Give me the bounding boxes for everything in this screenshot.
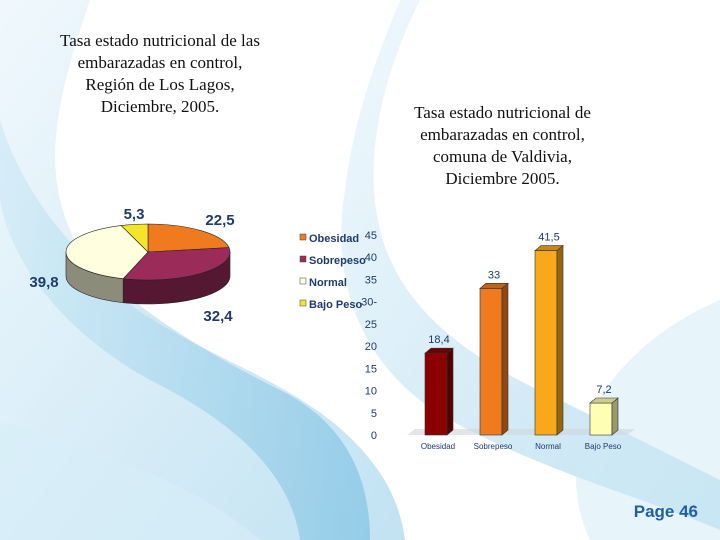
x-tick-label: Obesidad: [421, 442, 455, 451]
pie-legend-label: Obesidad: [309, 233, 359, 245]
pie-legend-label: Sobrepeso: [309, 255, 366, 267]
y-tick-label: 20: [365, 341, 377, 353]
bar-side: [501, 282, 509, 436]
y-tick-label: 25: [365, 319, 377, 331]
bar-chart-title: Tasa estado nutricional de embarazadas e…: [414, 103, 591, 188]
x-tick-label: Sobrepeso: [474, 442, 513, 451]
y-tick-label: 35: [365, 274, 377, 286]
pie-legend-swatch: [299, 255, 307, 263]
bar-normal: [534, 250, 558, 436]
y-tick-label: 45: [365, 230, 377, 242]
pie-chart-title: Tasa estado nutricional de las embarazad…: [60, 31, 260, 116]
bar-chart: 0 5 10 15 20 25 30- 35 40 45 18,4 Obesidad 33 Sobrepe…: [361, 230, 635, 451]
pie-legend-swatch: [299, 233, 307, 241]
bar-side: [556, 244, 564, 436]
bar-top: [479, 283, 509, 289]
pie-value-label: 22,5: [205, 212, 234, 229]
y-tick-label: 10: [365, 386, 377, 398]
bar-top: [534, 245, 564, 251]
bar-sobrepeso: [479, 288, 503, 436]
pie-slice-bajo-peso: [120, 223, 149, 253]
pie-slice-normal: [65, 225, 149, 279]
bar-value-label: 33: [488, 269, 500, 281]
bar-side: [611, 397, 619, 436]
x-tick-label: Bajo Peso: [585, 442, 622, 451]
pie-value-label: 32,4: [203, 308, 233, 325]
pie-legend-label: Normal: [309, 277, 347, 289]
bar-bajo-peso: [589, 402, 613, 436]
bar-top: [424, 347, 454, 354]
x-tick-label: Normal: [535, 442, 561, 451]
bar-value-label: 41,5: [538, 232, 559, 244]
bar-obesidad: [424, 352, 448, 436]
pie-value-label: 5,3: [124, 206, 145, 223]
y-tick-label: 15: [365, 363, 377, 375]
y-tick-label: 30-: [361, 297, 377, 309]
bar-top: [589, 397, 619, 404]
pie-slice-sobrepeso: [122, 247, 231, 281]
page-number: Page 46: [633, 502, 698, 521]
pie-slice-obesidad: [147, 223, 230, 253]
pie-value-label: 39,8: [30, 274, 59, 291]
y-tick-label: 5: [371, 408, 377, 420]
bar-side: [446, 347, 454, 436]
pie-legend-label: Bajo Peso: [309, 299, 362, 311]
bar-value-label: 18,4: [428, 334, 449, 346]
y-tick-label: 0: [371, 430, 377, 442]
pie-legend-swatch: [299, 299, 307, 307]
pie-chart: 22,5 32,4 39,8 5,3 Obesidad Sobrepeso Normal Ba…: [30, 206, 366, 325]
pie-legend-swatch: [299, 277, 307, 285]
y-tick-label: 40: [365, 252, 377, 264]
bar-value-label: 7,2: [596, 384, 611, 396]
bar-floor: [407, 429, 635, 435]
